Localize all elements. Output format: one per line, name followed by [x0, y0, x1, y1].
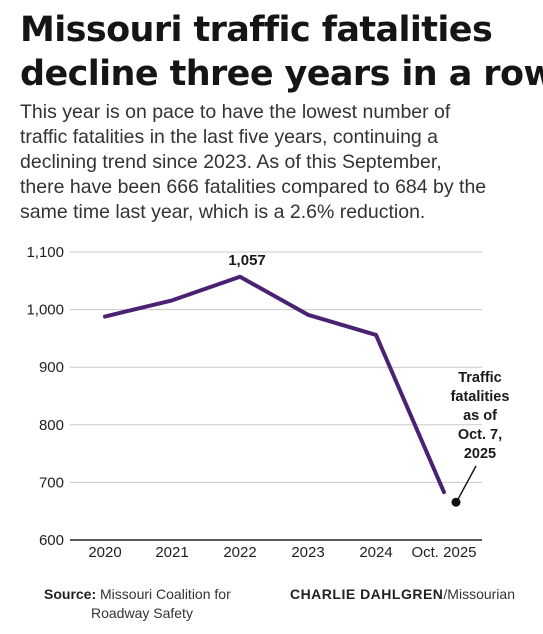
- source-line-1: Missouri Coalition for: [100, 586, 231, 602]
- x-tick-label: 2024: [359, 544, 392, 561]
- subtitle-line-1: This year is on pace to have the lowest …: [20, 101, 451, 123]
- annotation-line: Traffic: [458, 370, 502, 386]
- credit-note: CHARLIE DAHLGREN/Missourian: [290, 585, 515, 604]
- source-note: Source: Missouri Coalition for Roadway S…: [44, 585, 231, 623]
- annotation-leader-line: [457, 465, 477, 500]
- x-tick-label: Oct. 2025: [411, 544, 476, 561]
- x-tick-label: 2022: [223, 544, 256, 561]
- source-label: Source:: [44, 586, 97, 602]
- title-line-1: Missouri traffic fatalities: [20, 10, 493, 50]
- x-tick-label: 2023: [291, 544, 324, 561]
- latest-annotation: Traffic fatalities as of Oct. 7, 2025: [451, 370, 510, 462]
- annotation-line: 2025: [464, 446, 496, 462]
- source-line-2: Roadway Safety: [91, 605, 193, 621]
- x-tick-label: 2021: [155, 544, 188, 561]
- chart-title: Missouri traffic fatalities decline thre…: [20, 8, 543, 96]
- annotation-line: as of: [463, 408, 497, 424]
- y-tick-label: 1,000: [26, 302, 64, 319]
- subtitle-line-4: there have been 666 fatalities compared …: [20, 176, 487, 198]
- y-tick-label: 900: [39, 359, 64, 376]
- subtitle-line-3: declining trend since 2023. As of this S…: [20, 151, 442, 173]
- fatalities-series-line: [103, 274, 446, 495]
- subtitle-line-2: traffic fatalities in the last five year…: [20, 126, 439, 148]
- annotation-line: fatalities: [451, 389, 510, 405]
- title-line-2: decline three years in a row: [20, 54, 543, 94]
- latest-data-point: [451, 497, 461, 507]
- subtitle-line-5: same time last year, which is a 2.6% red…: [20, 201, 426, 223]
- x-axis-tick-labels: 2020 2021 2022 2023 2024 Oct. 2025: [88, 544, 476, 561]
- y-tick-label: 600: [39, 532, 64, 549]
- y-tick-label: 1,100: [26, 244, 64, 261]
- y-tick-label: 800: [39, 417, 64, 434]
- y-tick-label: 700: [39, 474, 64, 491]
- peak-data-label: 1,057: [228, 252, 266, 269]
- x-tick-label: 2020: [88, 544, 121, 561]
- chart-subtitle: This year is on pace to have the lowest …: [20, 100, 532, 225]
- credit-name: CHARLIE DAHLGREN: [289, 586, 444, 602]
- annotation-line: Oct. 7,: [458, 427, 502, 443]
- credit-org: /Missourian: [443, 586, 515, 602]
- y-axis-tick-labels: 600 700 800 900 1,000 1,100: [26, 244, 64, 549]
